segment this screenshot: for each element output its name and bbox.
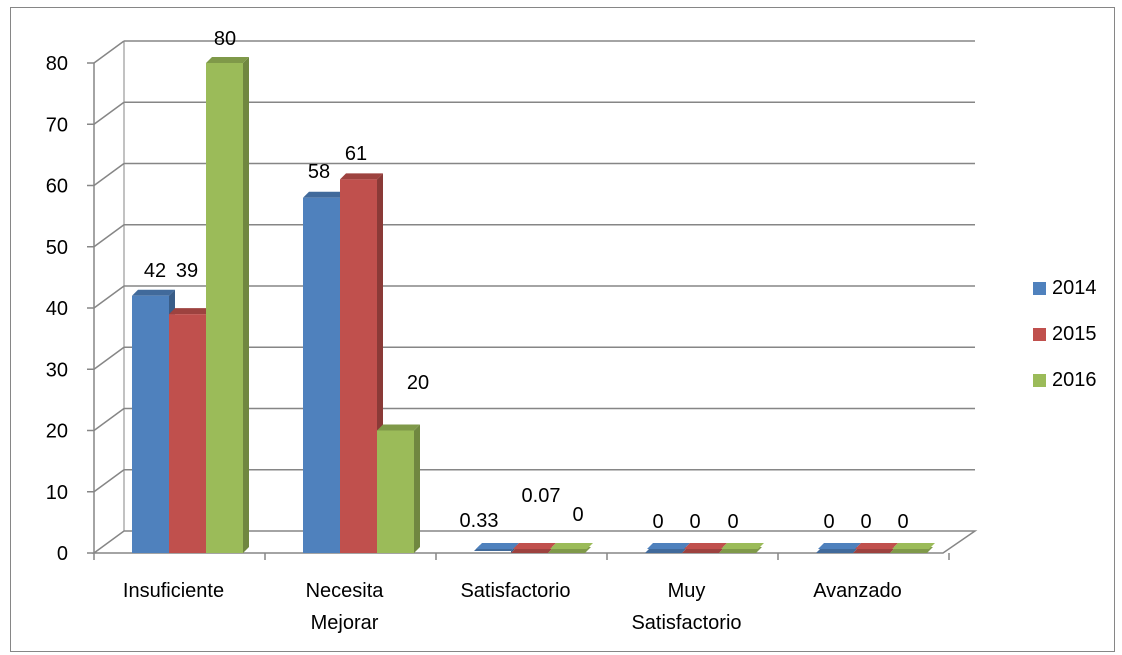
y-tick-label: 60: [46, 176, 68, 198]
bar-2016: [377, 430, 414, 553]
y-tick-label: 0: [57, 543, 68, 565]
bar-2016: [206, 63, 243, 553]
data-label: 0: [823, 511, 834, 533]
legend: 2014 2015 2016: [1033, 275, 1097, 413]
legend-swatch: [1033, 281, 1046, 295]
y-tick-label: 20: [46, 421, 68, 443]
data-label: 0: [897, 511, 908, 533]
bar-2015: [340, 179, 377, 553]
x-tick-label: Insuficiente: [123, 580, 224, 602]
data-label: 0: [689, 511, 700, 533]
x-tick-label: Muy: [668, 580, 706, 602]
data-label: 58: [308, 161, 330, 183]
y-tick-label: 50: [46, 237, 68, 259]
bar-top: [132, 289, 175, 296]
bar-2015: [169, 314, 206, 553]
bar-2016: [892, 543, 935, 549]
x-tick-label: Satisfactorio: [460, 580, 570, 602]
data-label: 61: [345, 143, 367, 165]
legend-item: 2016: [1033, 367, 1097, 393]
bar-2016: [550, 543, 593, 549]
legend-label: 2015: [1052, 322, 1097, 345]
bar-top: [206, 57, 249, 63]
x-tick-label: Necesita: [306, 580, 385, 602]
data-label: 39: [176, 260, 198, 282]
bar-2014: [818, 543, 861, 549]
legend-swatch: [1033, 373, 1046, 387]
bar-top: [303, 191, 346, 198]
legend-label: 2014: [1052, 276, 1097, 299]
bar-side: [414, 424, 420, 553]
bar-2015: [684, 543, 727, 549]
wall-gridline: [93, 407, 125, 432]
wall-gridline: [93, 469, 125, 493]
bar-2014: [303, 197, 340, 553]
data-label: 0.07: [522, 485, 561, 507]
data-label: 0.33: [460, 510, 499, 532]
y-tick-label: 80: [46, 53, 68, 75]
bar-2014: [647, 543, 690, 549]
legend-swatch: [1033, 327, 1046, 341]
y-tick-label: 70: [46, 114, 68, 136]
bar-top: [169, 308, 212, 315]
bar-2016: [721, 543, 764, 549]
legend-item: 2014: [1033, 275, 1097, 301]
y-tick-label: 10: [46, 482, 68, 504]
data-label: 0: [860, 511, 871, 533]
wall-gridline: [93, 285, 125, 309]
data-label: 0: [727, 511, 738, 533]
legend-label: 2016: [1052, 368, 1097, 391]
x-tick-label: Avanzado: [813, 580, 902, 602]
x-tick-label: Mejorar: [311, 612, 379, 634]
x-tick-label: Satisfactorio: [631, 612, 741, 634]
bar-top: [377, 424, 420, 431]
bar-2014: [476, 543, 519, 549]
data-label: 0: [572, 504, 583, 526]
data-label: 0: [652, 511, 663, 533]
bar-side: [243, 57, 249, 553]
wall-gridline: [93, 224, 125, 248]
wall-gridline: [93, 101, 125, 125]
wall-gridline: [93, 162, 125, 187]
bar-2015: [513, 543, 556, 549]
data-label: 42: [144, 260, 166, 282]
y-tick-label: 30: [46, 359, 68, 381]
data-label: 80: [214, 28, 236, 50]
bar-top: [340, 173, 383, 180]
legend-item: 2015: [1033, 321, 1097, 347]
bar-2015: [855, 543, 898, 549]
bar-2014: [132, 295, 169, 553]
data-label: 20: [407, 372, 429, 394]
wall-gridline: [93, 40, 125, 64]
y-tick-label: 40: [46, 298, 68, 320]
wall-gridline: [93, 346, 125, 370]
